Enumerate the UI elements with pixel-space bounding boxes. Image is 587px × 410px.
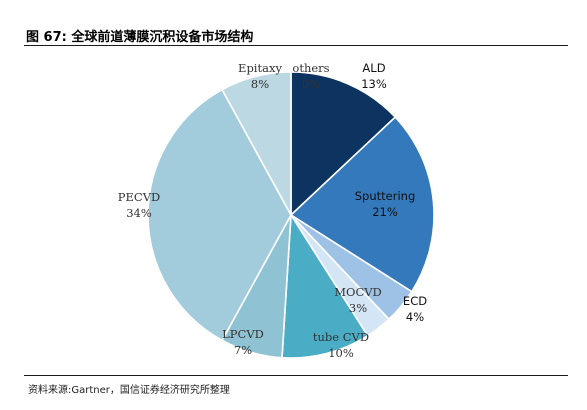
figure-label: 图 67: (26, 30, 67, 45)
pie-slice-epitaxy (221, 71, 292, 216)
slice-label-sputtering: Sputtering (355, 189, 416, 203)
source-rule (24, 375, 568, 376)
figure-title-text: 全球前道薄膜沉积设备市场结构 (71, 30, 254, 45)
slice-label-ecd: ECD (403, 294, 427, 308)
figure-title: 图 67: 全球前道薄膜沉积设备市场结构 (26, 26, 253, 45)
slice-percent-mocvd: 3% (349, 301, 367, 315)
source-note: 资料来源:Gartner，国信证券经济研究所整理 (28, 385, 230, 396)
pie-slice-tube-cvd (281, 212, 369, 359)
slice-percent-epitaxy: 8% (251, 77, 269, 91)
slice-percent-ald: 13% (361, 77, 387, 91)
slice-label-others: others (292, 61, 329, 75)
pie-slices (147, 71, 435, 359)
pie-labels: ALD 13% Sputtering 21% ECD 4% MOCVD 3% tube CVD 1… (118, 61, 427, 360)
slice-label-tube-cvd: tube CVD (313, 330, 369, 344)
title-rule (24, 45, 568, 46)
slice-percent-tube-cvd: 10% (328, 346, 354, 360)
slice-label-mocvd: MOCVD (334, 285, 382, 299)
slice-label-pecvd: PECVD (118, 190, 160, 204)
slice-percent-sputtering: 21% (372, 205, 398, 219)
slice-label-epitaxy: Epitaxy (238, 61, 282, 75)
pie-slice-sputtering (289, 115, 435, 293)
slice-percent-ecd: 4% (406, 310, 424, 324)
slice-percent-others: 0% (302, 77, 320, 91)
pie-slice-ald (290, 71, 397, 217)
slice-label-ald: ALD (362, 61, 385, 75)
slice-label-lpcvd: LPCVD (222, 327, 264, 341)
slice-percent-lpcvd: 7% (234, 343, 252, 357)
pie-slice-pecvd (147, 88, 292, 342)
slice-percent-pecvd: 34% (126, 206, 152, 220)
